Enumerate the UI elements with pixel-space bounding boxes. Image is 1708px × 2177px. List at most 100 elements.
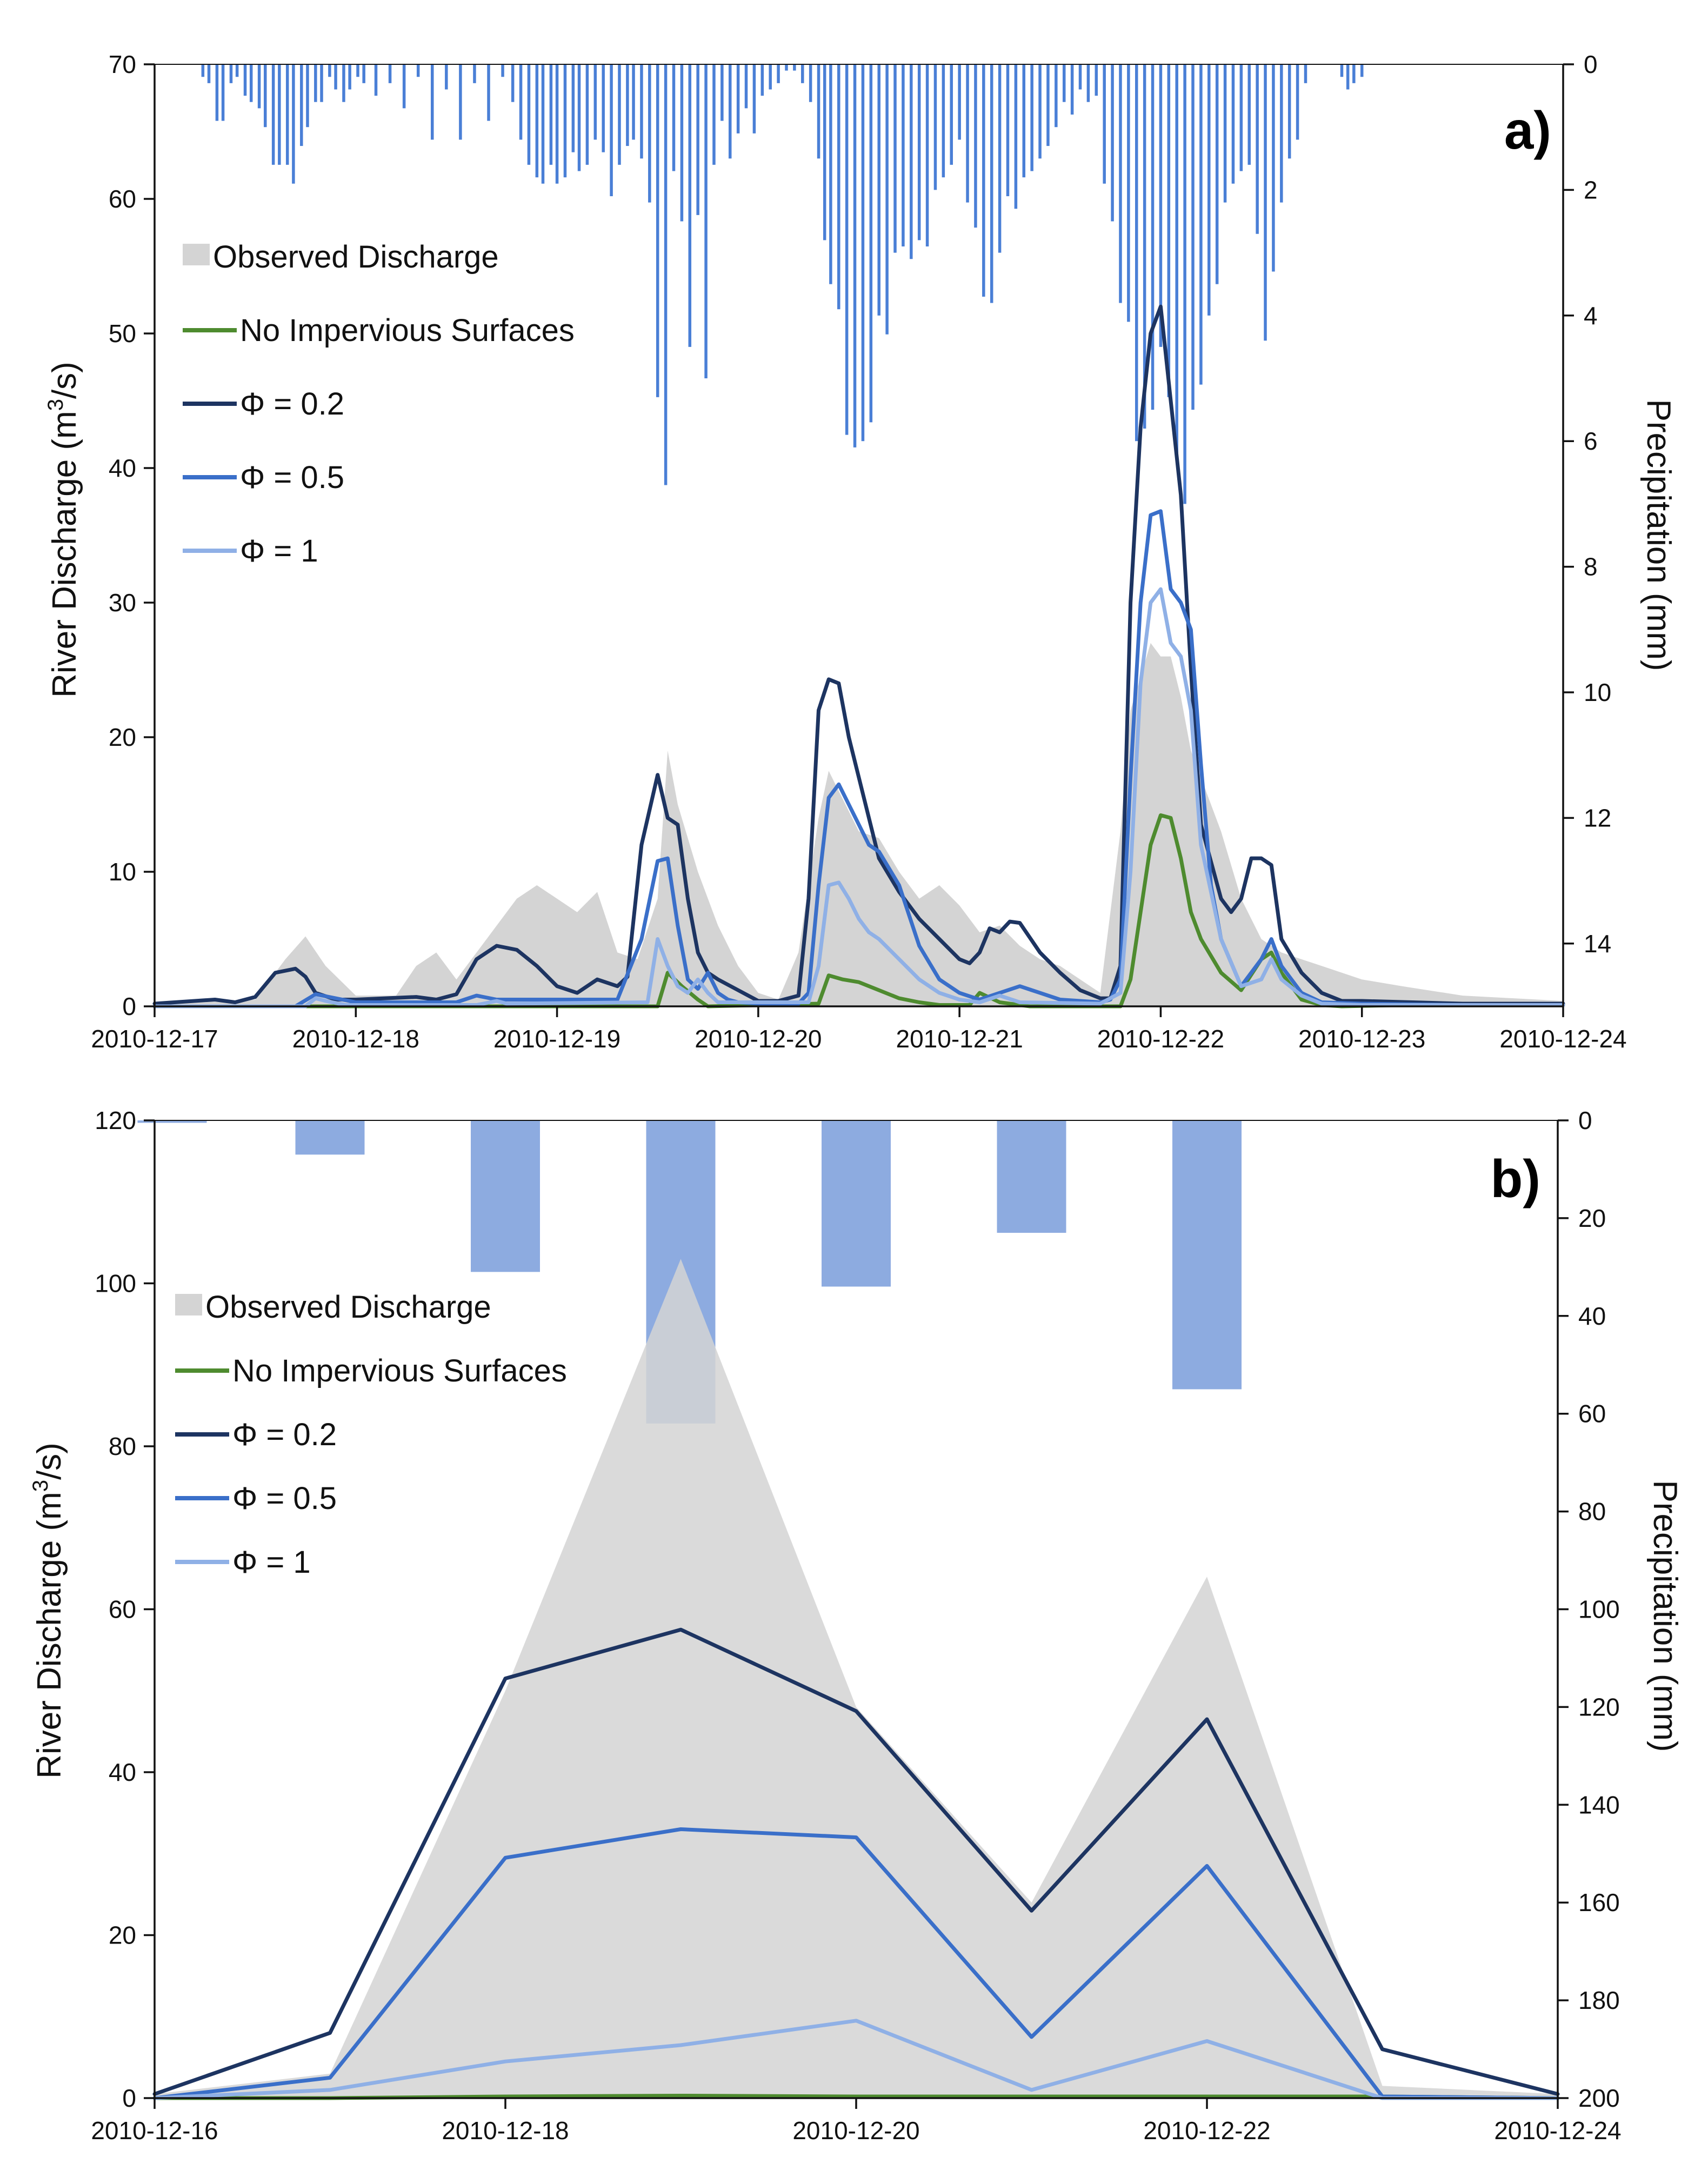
panel-a-precip-bar-46 (602, 64, 605, 152)
panel-a-precip-bar-133 (1296, 64, 1299, 140)
panel-a-precip-bar-83 (893, 64, 897, 253)
panel-a-precip-bar-84 (902, 64, 905, 246)
panel-a-precip-bar-97 (1006, 64, 1010, 197)
panel-a-precip-bar-124 (1223, 64, 1227, 203)
panel-b-x-tick-label-4: 2010-12-24 (1494, 2116, 1621, 2145)
panel-a-precip-bar-62 (728, 64, 732, 159)
panel-a-precip-bar-33 (501, 64, 504, 77)
panel-b-observed-area (155, 1259, 1558, 2098)
panel-a-precip-bar-129 (1264, 64, 1267, 341)
panel-a-precip-bar-117 (1167, 64, 1171, 397)
panel-a-precip-bar-111 (1119, 64, 1122, 303)
panel-a-x-tick-label-1: 2010-12-18 (292, 1025, 419, 1053)
panel-a-precip-bar-34 (511, 64, 515, 102)
panel-b-legend-item-no-impervious-surfaces: No Impervious Surfaces (175, 1353, 567, 1388)
panel-a-precip-bar-86 (917, 64, 921, 241)
panel-a-legend-swatch-observed-discharge (183, 244, 210, 265)
panel-a-y-tick-label-70: 70 (109, 50, 136, 78)
panel-a-x-tick-label-7: 2010-12-24 (1499, 1025, 1626, 1053)
panel-a-x-tick-label-0: 2010-12-17 (91, 1025, 218, 1053)
panel-a-precip-bar-5 (235, 64, 239, 77)
panel-a-precip-bar-48 (618, 64, 621, 165)
panel-a-precip-bar-100 (1030, 64, 1033, 171)
panel-a-precip-bar-6 (243, 64, 247, 96)
panel-a-precip-bar-56 (680, 64, 684, 222)
panel-a-precip-bar-102 (1046, 64, 1050, 146)
panel-a-precip-bar-31 (473, 64, 476, 83)
panel-b-legend: Observed Discharge No Impervious Surfaces… (175, 1290, 567, 1580)
panel-a-x-tick-label-4: 2010-12-21 (896, 1025, 1023, 1053)
panel-a-legend: Observed Discharge No Impervious Surfaces… (183, 239, 575, 569)
panel-a-precip-bar-105 (1070, 64, 1074, 115)
panel-a-precip-bar-106 (1078, 64, 1082, 90)
panel-a-x-tick-label-2: 2010-12-19 (493, 1025, 621, 1053)
panel-b-axes: 0 20 40 60 80 100 120 0 20 40 60 80 100 120 140 160 180 2… (91, 1106, 1621, 2145)
panel-b-y-tick-label-120: 120 (95, 1106, 136, 1134)
panel-a-precip-bar-130 (1272, 64, 1275, 272)
panel-a-precip-bar-54 (664, 64, 668, 485)
panel-a-legend-label-phi-1: Φ = 1 (240, 533, 318, 569)
panel-a-legend-label-observed-discharge: Observed Discharge (213, 239, 499, 275)
panel-a-precip-bar-80 (869, 64, 873, 423)
panel-a-precip-bar-125 (1231, 64, 1235, 184)
panel-a-precip-bar-41 (563, 64, 567, 178)
panel-b-precip-bar-4 (822, 1120, 891, 1287)
panel-a-precip-bar-74 (823, 64, 826, 241)
panel-a-precip-bar-14 (300, 64, 303, 146)
panel-a-precip-bar-15 (306, 64, 309, 128)
panel-a-precip-bar-22 (356, 64, 359, 77)
panel-a-line-phi-0-2 (152, 304, 1565, 1006)
panel-a-y-tick-label-30: 30 (109, 589, 136, 617)
panel-a-axes: 0 10 20 30 40 50 60 70 0 2 4 6 8 10 12 14 2010-12-17 2010… (91, 50, 1626, 1053)
panel-b-y-tick-label-40: 40 (109, 1758, 136, 1786)
panel-b-precip-bar-6 (1172, 1120, 1242, 1390)
panel-b-y2-tick-label-80: 80 (1578, 1498, 1606, 1526)
panel-a-precip-bar-108 (1095, 64, 1098, 96)
panel-a-legend-item-observed-discharge: Observed Discharge (183, 239, 499, 275)
panel-a-precip-bar-8 (257, 64, 261, 109)
panel-a-legend-label-phi-0-2: Φ = 0.2 (240, 386, 344, 422)
panel-b-y-tick-label-0: 0 (122, 2084, 136, 2112)
panel-a-precip-bar-58 (696, 64, 699, 215)
panel-b-y-tick-label-60: 60 (109, 1595, 136, 1624)
panel-a-y2-tick-label-14: 14 (1584, 930, 1611, 958)
panel-b-y2-tick-label-0: 0 (1578, 1106, 1592, 1134)
panel-a-y-tick-label-40: 40 (109, 454, 136, 482)
panel-a-precip-bar-32 (487, 64, 490, 121)
panel-a-precip-bar-23 (362, 64, 365, 83)
panel-a-precip-bar-78 (853, 64, 857, 448)
panel-a-series-lines (152, 304, 1565, 1009)
panel-b-x-tick-label-3: 2010-12-22 (1143, 2116, 1270, 2145)
panel-b-y2-tick-label-100: 100 (1578, 1595, 1620, 1624)
panel-b-precip-bar-2 (471, 1120, 540, 1272)
panel-a-precip-bar-119 (1183, 64, 1186, 504)
panel-b-y2-tick-label-120: 120 (1578, 1693, 1620, 1721)
panel-a-precip-bar-107 (1086, 64, 1090, 102)
panel-b-legend-item-phi-1: Φ = 1 (175, 1545, 311, 1580)
panel-a-precip-bar-21 (348, 64, 351, 90)
panel-a-precip-bar-127 (1247, 64, 1251, 165)
panel-a-precip-bar-104 (1062, 64, 1066, 102)
panel-a-legend-item-phi-0-5: Φ = 0.5 (183, 460, 344, 495)
panel-a-x-tick-label-3: 2010-12-20 (695, 1025, 822, 1053)
panel-a-precip-bar-90 (950, 64, 953, 165)
panel-a-precip-bar-42 (571, 64, 575, 152)
panel-a-precip-bar-10 (271, 64, 275, 165)
panel-a-observed-discharge-area (155, 643, 1563, 1006)
panel-a-precipitation-bars (201, 64, 1364, 504)
panel-a-precip-bar-91 (958, 64, 961, 140)
panel-a-x-tick-label-6: 2010-12-23 (1298, 1025, 1425, 1053)
panel-a-precip-bar-43 (577, 64, 581, 171)
panel-a-precip-bar-79 (861, 64, 865, 442)
panel-b-y2-tick-label-20: 20 (1578, 1204, 1606, 1232)
panel-a-precip-bar-113 (1135, 64, 1138, 442)
panel-a-precip-bar-85 (910, 64, 913, 259)
panel-a-precip-bar-128 (1256, 64, 1259, 234)
panel-a-precip-bar-40 (555, 64, 559, 184)
panel-a-legend-label-no-impervious-surfaces: No Impervious Surfaces (240, 313, 575, 348)
panel-a-precip-bar-1 (207, 64, 211, 83)
panel-a-precip-bar-63 (736, 64, 740, 133)
panel-a-precip-bar-112 (1127, 64, 1130, 322)
panel-a-line-phi-1 (152, 587, 1565, 1009)
panel-a-y-tick-label-0: 0 (122, 992, 136, 1020)
